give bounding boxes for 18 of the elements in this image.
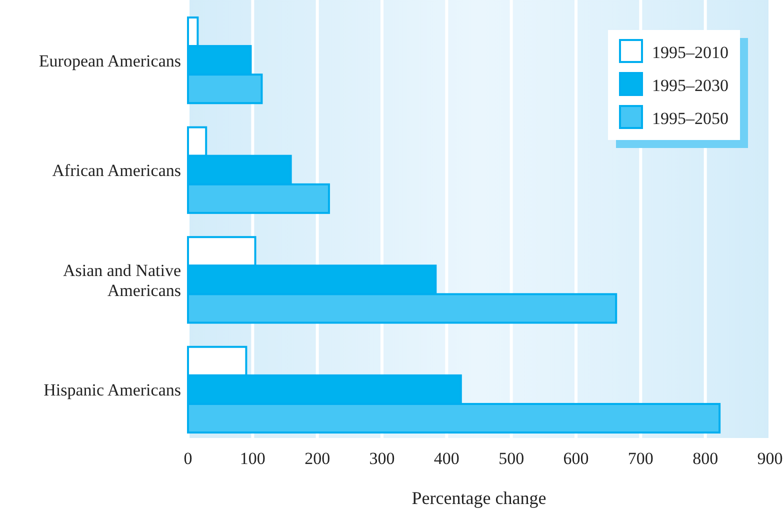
y-tick-label: Hispanic Americans (44, 380, 181, 400)
x-tick-label: 800 (692, 449, 718, 468)
x-tick-label: 500 (498, 449, 524, 468)
x-tick-label: 700 (628, 449, 654, 468)
y-tick-label: Asian and Native Americans (62, 260, 181, 300)
x-tick-label: 900 (757, 449, 783, 468)
x-tick-label: 400 (434, 449, 460, 468)
x-tick-label: 200 (304, 449, 330, 468)
x-axis-title: Percentage change (412, 488, 546, 508)
y-tick-label: African Americans (52, 161, 181, 180)
x-tick-label: 0 (184, 449, 192, 468)
y-tick-label: European Americans (38, 51, 181, 70)
x-tick-label: 300 (369, 449, 395, 468)
x-tick-label: 600 (563, 449, 589, 468)
legend-label: 1995–2010 (652, 43, 728, 62)
x-tick-label: 100 (240, 449, 266, 468)
legend-label: 1995–2050 (652, 109, 728, 128)
legend-label: 1995–2030 (652, 76, 728, 95)
